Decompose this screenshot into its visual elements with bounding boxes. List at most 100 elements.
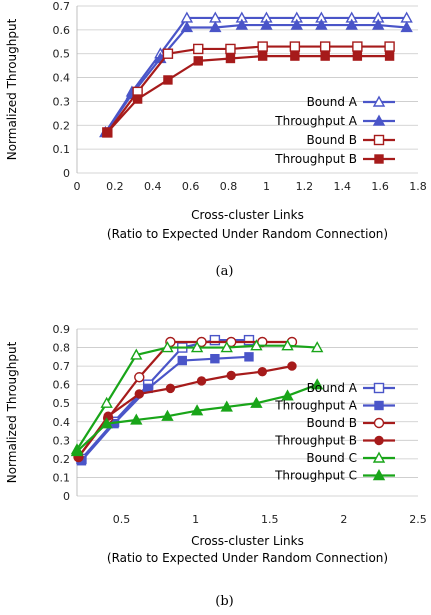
x-axis-sublabel: (Ratio to Expected Under Random Connecti… [107, 551, 388, 565]
x-tick-label: 0.2 [106, 180, 124, 193]
data-point [100, 417, 113, 429]
series-bound-a [76, 334, 255, 465]
data-point [190, 341, 204, 353]
data-point [345, 18, 358, 30]
series-line [77, 365, 293, 458]
y-tick-label: 0.4 [53, 72, 71, 85]
data-point [193, 43, 204, 55]
y-tick-label: 0.9 [53, 323, 71, 336]
data-point [165, 383, 176, 394]
series-throughput-b [73, 361, 297, 462]
data-point [400, 21, 413, 33]
data-point [103, 411, 113, 421]
data-point [100, 396, 113, 408]
data-point [281, 389, 294, 401]
legend-label: Throughput C [274, 469, 357, 483]
data-point [196, 376, 207, 386]
data-point [260, 18, 273, 30]
data-point [319, 41, 331, 52]
legend-marker [373, 382, 385, 394]
legend-label: Bound B [307, 416, 357, 430]
data-point [320, 51, 330, 61]
x-tick-label: 1.8 [409, 180, 427, 193]
x-axis-label: Cross-cluster Links [191, 534, 304, 548]
y-tick-label: 0.6 [53, 24, 71, 37]
data-point [250, 396, 263, 408]
chart-panel-b: 0 0.1 0.2 0.3 0.4 0.5 0.6 0.7 0.8 0.9 0.5 1 1.5 2 2.5 C… [5, 323, 427, 609]
y-axis-label: Normalized Throughput [5, 341, 19, 483]
y-tick-label: 0.5 [53, 48, 71, 61]
data-point [290, 18, 303, 30]
y-tick-label: 0.7 [53, 0, 71, 13]
data-point [209, 334, 221, 346]
data-point [220, 341, 233, 353]
data-point [161, 341, 174, 353]
data-point [180, 21, 194, 33]
data-point [235, 18, 249, 30]
data-point [310, 378, 324, 390]
legend-marker [373, 134, 385, 146]
legend-label: Bound A [307, 95, 358, 109]
series-line [80, 355, 250, 462]
x-tick-label: 1.5 [261, 513, 279, 526]
data-point [352, 41, 363, 52]
legend: Bound A Throughput A Bound B Throughput B [274, 95, 395, 166]
data-point [177, 355, 187, 366]
data-point [226, 370, 236, 381]
x-tick-label: 0.8 [220, 180, 238, 193]
data-point [384, 51, 395, 61]
y-tick-label: 0.6 [53, 379, 71, 392]
series-line [106, 45, 390, 134]
data-point [134, 372, 145, 383]
data-point [190, 404, 204, 416]
y-tick-label: 0.3 [53, 95, 71, 108]
x-tick-label: 0 [74, 180, 81, 193]
legend-marker [374, 154, 384, 164]
legend-marker [372, 451, 386, 463]
data-point [102, 127, 113, 138]
y-tick-label: 0 [63, 167, 70, 180]
x-tick-label: 1.4 [333, 180, 351, 193]
legend-marker [372, 95, 386, 107]
x-tick-label: 0.5 [113, 513, 131, 526]
y-tick-label: 0.1 [53, 143, 71, 156]
legend-marker [372, 114, 386, 126]
y-tick-label: 0.7 [53, 360, 71, 373]
data-point [161, 409, 174, 421]
data-point [315, 18, 328, 30]
data-point [134, 389, 144, 399]
x-tick-label: 1.2 [296, 180, 314, 193]
data-point [244, 352, 254, 362]
data-point [209, 21, 222, 33]
data-point [310, 341, 324, 353]
x-tick-label: 1 [263, 180, 270, 193]
legend-label: Throughput B [274, 152, 357, 166]
legend-label: Bound A [307, 381, 358, 395]
data-point [130, 348, 143, 360]
data-point [287, 361, 297, 371]
x-tick-label: 1 [192, 513, 199, 526]
data-point [225, 43, 236, 55]
data-point [70, 445, 84, 457]
data-point [132, 94, 143, 104]
data-point [290, 51, 300, 61]
y-tick-label: 0.2 [53, 453, 71, 466]
data-point [250, 339, 263, 351]
legend-marker [374, 435, 384, 446]
data-point [162, 48, 174, 59]
series-throughput-c [70, 378, 324, 457]
series-line [104, 16, 407, 134]
legend-marker [374, 400, 384, 411]
x-tick-label: 0.6 [182, 180, 200, 193]
y-tick-label: 0.1 [53, 471, 71, 484]
data-point [384, 41, 395, 52]
data-point [243, 334, 255, 346]
legend-marker [372, 469, 386, 481]
legend-label: Bound B [307, 133, 357, 147]
data-point [257, 41, 268, 52]
data-point [193, 56, 203, 66]
data-point [220, 400, 233, 412]
data-point [289, 41, 301, 52]
y-tick-label: 0.3 [53, 434, 71, 447]
data-point [372, 18, 385, 30]
